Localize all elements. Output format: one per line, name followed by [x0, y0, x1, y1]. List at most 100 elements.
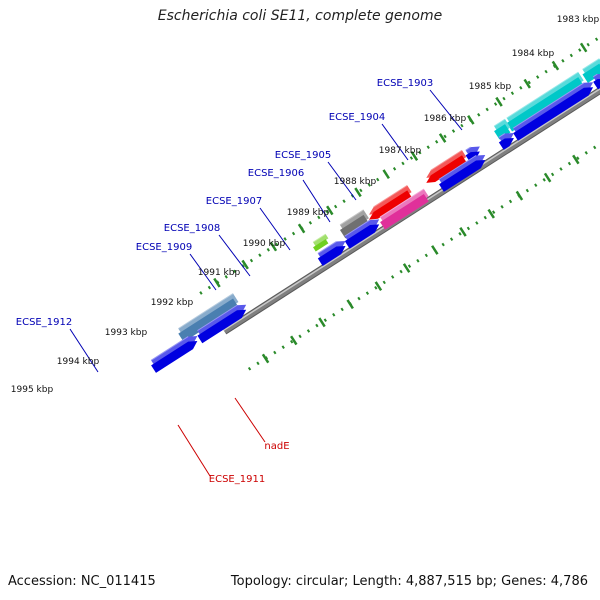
- leader-g1904: [381, 123, 409, 161]
- cds-red-c-top: [369, 185, 412, 215]
- ruler-tick: [402, 263, 411, 273]
- label-leaders: [69, 89, 463, 477]
- cds-cyan-c-edge: [506, 71, 579, 119]
- gene-label-g1904: ECSE_1904: [329, 112, 385, 123]
- cds-blue-k-edge: [150, 336, 189, 361]
- cds-blue-h: [344, 219, 380, 249]
- cds-steel-a-edge: [178, 293, 234, 330]
- tick-label: 1989 kbp: [287, 208, 330, 218]
- tick-label: 1988 kbp: [334, 177, 377, 187]
- cds-blue-i-face: [317, 246, 346, 266]
- gene-label-nadE: nadE: [264, 441, 289, 452]
- cds-blue-f: [498, 133, 514, 150]
- tick-label: 1993 kbp: [105, 328, 148, 338]
- cds-gray-b-face: [339, 214, 369, 239]
- cds-green-a-face: [313, 239, 329, 252]
- cds-blue-g-edge: [465, 146, 471, 151]
- tick-label: 1985 kbp: [469, 82, 512, 92]
- backbone-highlight: [223, 87, 600, 332]
- cds-red-b-edge: [430, 149, 463, 171]
- cds-blue-l-face: [439, 159, 486, 192]
- tick-label: 1991 kbp: [198, 268, 241, 278]
- tick-label: 1990 kbp: [243, 239, 286, 249]
- cds-blue-l-edge: [438, 155, 477, 180]
- tick-label: 1987 kbp: [379, 146, 422, 156]
- gene-label-g1905: ECSE_1905: [275, 150, 331, 161]
- cds-blue-e: [512, 82, 594, 141]
- tick-labels: 1983 kbp 1984 kbp 1985 kbp 1986 kbp 1987 kbp…: [11, 15, 600, 395]
- cds-red-c-edge: [373, 184, 408, 208]
- outer-ruler-dots: [199, 35, 600, 295]
- ruler-tick: [495, 96, 503, 107]
- cds-blue-j-face: [197, 309, 247, 344]
- map-title: Escherichia coli SE11, complete genome: [157, 8, 443, 24]
- ruler-tick: [572, 154, 580, 165]
- ruler-tick: [487, 208, 495, 219]
- ruler-tick: [543, 172, 552, 183]
- ruler-tick: [261, 353, 270, 364]
- cds-blue-i: [317, 241, 346, 266]
- cds-blue-h-face: [344, 224, 380, 249]
- ruler-tick: [241, 259, 249, 270]
- cds-blue-j: [197, 304, 247, 344]
- cds-gray-b: [339, 209, 369, 239]
- cds-blue-j-edge: [197, 304, 238, 332]
- ruler-tick: [269, 241, 278, 252]
- leader-g1908: [218, 234, 251, 277]
- gene-label-g1908: ECSE_1908: [164, 223, 220, 234]
- tick-label: 1995 kbp: [11, 385, 54, 395]
- cds-cyan-c: [506, 71, 584, 132]
- ruler-tick: [523, 78, 531, 89]
- cds-red-c-face: [369, 190, 412, 220]
- cds-gray-b-edge: [339, 209, 364, 226]
- tick-label: 1994 kbp: [57, 357, 100, 367]
- gene-label-g1906: ECSE_1906: [248, 168, 304, 179]
- cds-blue-f-face: [498, 138, 514, 150]
- accession-text: Accession: NC_011415: [8, 574, 156, 589]
- cds-green-a-edge: [312, 233, 326, 243]
- ruler-tick: [346, 299, 354, 310]
- cds-blue-h-edge: [344, 219, 371, 237]
- leader-g1907: [259, 207, 291, 251]
- ruler-tick: [213, 277, 221, 288]
- leader-g1911: [177, 424, 211, 477]
- ruler-tick: [515, 190, 524, 201]
- cds-pink-a-edge: [379, 188, 425, 218]
- cds-red-c: [369, 184, 412, 220]
- tick-label: 1984 kbp: [512, 49, 555, 59]
- genome-summary-text: Topology: circular; Length: 4,887,515 bp…: [230, 574, 588, 589]
- cds-red-b: [426, 149, 467, 183]
- cds-green-a-top: [313, 234, 329, 247]
- cds-blue-k-face: [151, 341, 198, 373]
- outer-ruler: [199, 35, 600, 295]
- gene-label-g1903: ECSE_1903: [377, 78, 433, 89]
- cds-green-a: [312, 233, 329, 252]
- gene-labels: ECSE_1903 ECSE_1904 ECSE_1905 ECSE_1906 ECSE…: [16, 78, 433, 485]
- leader-g1906: [302, 179, 331, 223]
- cds-blue-k: [150, 336, 198, 373]
- ruler-tick: [551, 60, 560, 71]
- cds-pink-a: [379, 188, 429, 230]
- cds-blue-d-edge: [592, 73, 598, 78]
- ruler-tick: [438, 133, 447, 143]
- cds-cyan-d-face: [494, 124, 511, 140]
- tick-label: 1992 kbp: [151, 298, 194, 308]
- cds-blue-l: [438, 154, 486, 192]
- cds-pink-a-face: [380, 193, 429, 230]
- ruler-tick: [297, 223, 306, 234]
- tick-label: 1986 kbp: [424, 114, 467, 124]
- leader-nadE: [234, 397, 266, 443]
- cds-steel-a-face: [178, 298, 239, 343]
- leader-g1909: [189, 253, 217, 291]
- cds-blue-d: [592, 73, 600, 90]
- backbone-line: [223, 87, 600, 334]
- leader-g1905: [327, 161, 357, 201]
- ruler-tick: [326, 205, 334, 216]
- inner-ruler: [247, 142, 600, 371]
- leader-g1912: [69, 328, 99, 373]
- ruler-tick: [290, 335, 298, 346]
- cds-cyan-b-face: [582, 63, 600, 83]
- cds-red-b-top: [426, 150, 467, 178]
- cds-cyan-b-edge: [582, 58, 600, 70]
- cds-steel-a: [178, 293, 239, 343]
